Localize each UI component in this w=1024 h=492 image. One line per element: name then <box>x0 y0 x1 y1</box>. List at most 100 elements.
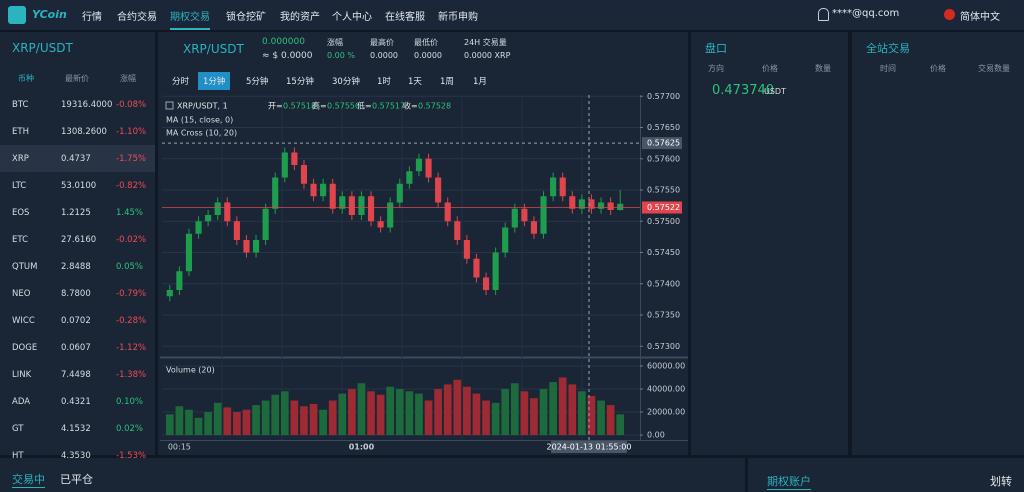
coin-cell[interactable]: BTC <box>12 100 29 110</box>
column-header: 涨幅 <box>120 74 136 83</box>
candle-body <box>320 183 327 197</box>
volume-bar <box>252 405 260 436</box>
coin-cell[interactable]: LINK <box>12 370 32 380</box>
candle-body <box>262 208 269 240</box>
volume-bar <box>328 400 337 436</box>
volume-bar <box>549 382 557 436</box>
coin-cell[interactable]: GT <box>12 424 24 434</box>
candle-body <box>482 277 490 290</box>
candle-body <box>597 202 605 209</box>
orderbook-unit: USDT <box>764 87 786 96</box>
volume-bar <box>213 402 222 436</box>
x-tick-label: 00:15 <box>168 443 191 452</box>
y-tick-label: 0.57700 <box>647 92 680 101</box>
coin-cell[interactable]: NEO <box>12 289 31 299</box>
nav-item[interactable]: 新币申购 <box>438 12 478 23</box>
y-tick-label: 0.57600 <box>647 154 680 163</box>
coin-cell[interactable]: EOS <box>12 208 30 218</box>
selected-row <box>0 145 155 172</box>
coin-cell[interactable]: HT <box>12 451 24 461</box>
interval-tab[interactable]: 1分钟 <box>198 72 231 90</box>
coin-cell[interactable]: DOGE <box>12 343 38 353</box>
coin-cell: 2.8488 <box>61 262 91 272</box>
volume-bar <box>587 395 596 436</box>
order-tab[interactable]: 已平仓 <box>60 473 93 486</box>
nav-item[interactable]: 我的资产 <box>280 12 320 23</box>
coin-cell: -1.38% <box>116 370 147 380</box>
coin-cell[interactable]: LTC <box>12 181 27 191</box>
candle-body <box>291 152 298 165</box>
volume-bar <box>568 384 577 436</box>
legend-symbol: XRP/USDT, 1 <box>177 102 228 111</box>
volume-bar <box>520 391 529 436</box>
x-tick-label: 01:00 <box>349 443 375 452</box>
volume-bar <box>367 391 375 436</box>
interval-tab[interactable]: 5分钟 <box>246 77 269 87</box>
candle-body <box>444 202 451 222</box>
coin-cell: 0.02% <box>116 424 144 434</box>
candle-body <box>166 290 173 297</box>
interval-tab[interactable]: 1月 <box>473 77 487 87</box>
volume-bar <box>510 383 519 436</box>
list-title: XRP/USDT <box>12 41 73 55</box>
account-tab[interactable]: 期权账户 <box>767 475 811 490</box>
interval-tab[interactable]: 分时 <box>172 77 190 87</box>
coin-cell[interactable]: WICC <box>12 316 35 326</box>
symbol: XRP/USDT <box>183 42 244 56</box>
interval-tab[interactable]: 1周 <box>440 77 454 87</box>
order-tab[interactable]: 交易中 <box>12 473 45 488</box>
interval-tab[interactable]: 15分钟 <box>286 77 314 87</box>
nav-bar <box>0 0 1024 30</box>
volume-bar <box>261 400 270 436</box>
orderbook-price: 0.473740 <box>712 83 775 98</box>
volume-bar <box>242 409 251 436</box>
candle-body <box>588 199 595 209</box>
candle-body <box>550 177 557 197</box>
candle-body <box>511 208 518 228</box>
coin-cell: 1.45% <box>116 208 144 218</box>
interval-tab[interactable]: 1时 <box>377 77 391 87</box>
candle-body <box>569 196 576 209</box>
nav-item[interactable]: 行情 <box>82 12 102 23</box>
coin-cell: 19316.4000 <box>61 100 113 110</box>
language[interactable]: 简体中文 <box>960 12 1000 23</box>
candle-body <box>454 221 461 240</box>
nav-item[interactable]: 锁仓挖矿 <box>226 12 266 23</box>
candle-body <box>435 177 442 203</box>
coin-cell[interactable]: QTUM <box>12 262 38 272</box>
coin-cell[interactable]: XRP <box>12 154 29 164</box>
candle-body <box>463 240 470 259</box>
interval-tab[interactable]: 1天 <box>408 77 422 87</box>
coin-cell: 0.4321 <box>61 397 91 407</box>
coin-cell[interactable]: ETH <box>12 127 29 137</box>
volume-bar <box>606 405 615 436</box>
y2-tick-label: 60000.00 <box>647 361 685 370</box>
trades-column: 交易数量 <box>978 64 1010 73</box>
candle-body <box>243 240 250 253</box>
orderbook-column: 价格 <box>762 64 778 73</box>
nav-item[interactable]: 合约交易 <box>117 12 157 23</box>
volume-bar <box>204 412 212 436</box>
logo[interactable]: YCoin <box>32 8 67 21</box>
candle-body <box>252 240 260 253</box>
volume-bar <box>194 417 203 436</box>
nav-item[interactable]: 期权交易 <box>170 8 210 30</box>
candle-body <box>406 171 413 184</box>
last-price-tag <box>642 201 682 214</box>
nav-item[interactable]: 在线客服 <box>385 12 425 23</box>
coin-cell: -0.02% <box>116 235 147 245</box>
account[interactable]: ****@qq.com <box>832 8 900 19</box>
y-tick-label: 0.57400 <box>647 279 680 288</box>
nav-item[interactable]: 个人中心 <box>332 12 372 23</box>
orders-panel <box>0 458 745 492</box>
transfer-button[interactable]: 划转 <box>990 475 1012 488</box>
coin-cell[interactable]: ADA <box>12 397 31 407</box>
trades-column: 时间 <box>880 64 896 73</box>
column-header: 币种 <box>18 74 34 83</box>
volume-bar <box>501 389 510 436</box>
coin-cell[interactable]: ETC <box>12 235 28 245</box>
candle-body <box>425 158 432 178</box>
volume-bar <box>271 394 280 436</box>
interval-tab[interactable]: 30分钟 <box>332 77 360 87</box>
